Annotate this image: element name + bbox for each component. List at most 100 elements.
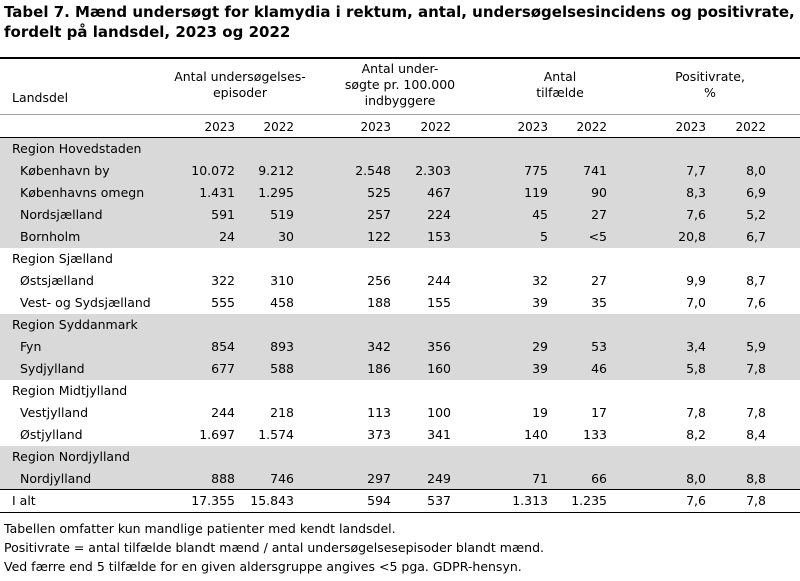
footnote: Tabellen omfatter kun mandlige patienter… bbox=[4, 521, 396, 536]
cell-value: 3,4 bbox=[686, 339, 706, 354]
cell-value: 7,6 bbox=[746, 295, 766, 310]
table-row: Nordjylland 888 746 297 249 71 66 8,0 8,8 bbox=[0, 468, 800, 490]
cell-value: 27 bbox=[591, 207, 607, 222]
cell-value: 7,6 bbox=[686, 493, 706, 508]
region-row: Region Hovedstaden bbox=[0, 138, 800, 160]
cell-value: 27 bbox=[591, 273, 607, 288]
cell-value: 9,9 bbox=[686, 273, 706, 288]
table-row: Københavns omegn 1.431 1.295 525 467 119 90 8,3… bbox=[0, 182, 800, 204]
cell-value: 7,7 bbox=[686, 163, 706, 178]
cell-value: 7,8 bbox=[746, 361, 766, 376]
cell-value: 356 bbox=[427, 339, 451, 354]
table-row: Bornholm 24 30 122 153 5 <5 20,8 6,7 bbox=[0, 226, 800, 248]
cell-value: 2.548 bbox=[355, 163, 391, 178]
cell-value: 775 bbox=[524, 163, 548, 178]
cell-value: 19 bbox=[532, 405, 548, 420]
row-label: Nordjylland bbox=[20, 471, 92, 486]
cell-value: 7,8 bbox=[746, 405, 766, 420]
cell-value: 8,3 bbox=[686, 185, 706, 200]
top-rule bbox=[0, 57, 800, 59]
cell-value: 588 bbox=[270, 361, 294, 376]
row-label: Region Hovedstaden bbox=[12, 141, 142, 156]
cell-value: 467 bbox=[427, 185, 451, 200]
table-row: Vest- og Sydsjælland 555 458 188 155 39 35 7,0 7… bbox=[0, 292, 800, 314]
cell-value: 46 bbox=[591, 361, 607, 376]
cell-value: 39 bbox=[532, 295, 548, 310]
cell-value: 1.431 bbox=[199, 185, 235, 200]
cell-value: 224 bbox=[427, 207, 451, 222]
row-label: Østsjælland bbox=[20, 273, 94, 288]
row-label: Nordsjælland bbox=[20, 207, 103, 222]
cell-value: 32 bbox=[532, 273, 548, 288]
region-band bbox=[0, 446, 800, 490]
row-label: Fyn bbox=[20, 339, 42, 354]
region-band bbox=[0, 138, 800, 248]
cell-value: 188 bbox=[367, 295, 391, 310]
cell-value: 20,8 bbox=[678, 229, 706, 244]
cell-value: 5,2 bbox=[746, 207, 766, 222]
cell-value: 113 bbox=[367, 405, 391, 420]
row-label: Region Nordjylland bbox=[12, 449, 130, 464]
row-label: Region Syddanmark bbox=[12, 317, 138, 332]
cell-value: 458 bbox=[270, 295, 294, 310]
cell-value: 66 bbox=[591, 471, 607, 486]
cell-value: 297 bbox=[367, 471, 391, 486]
table-row: Sydjylland 677 588 186 160 39 46 5,8 7,8 bbox=[0, 358, 800, 380]
header-incidence: Antal under- søgte pr. 100.000 indbygger… bbox=[344, 61, 456, 108]
cell-value: 741 bbox=[583, 163, 607, 178]
cell-value: 888 bbox=[211, 471, 235, 486]
cell-value: 71 bbox=[532, 471, 548, 486]
table-row: Østjylland 1.697 1.574 373 341 140 133 8,2 8,4 bbox=[0, 424, 800, 446]
cell-value: 525 bbox=[367, 185, 391, 200]
cell-value: 2.303 bbox=[415, 163, 451, 178]
cell-value: 53 bbox=[591, 339, 607, 354]
cell-value: 7,8 bbox=[686, 405, 706, 420]
row-label: Vestjylland bbox=[20, 405, 89, 420]
cell-value: 677 bbox=[211, 361, 235, 376]
total-row: I alt 17.355 15.843 594 537 1.313 1.235 7,6 7,8 bbox=[0, 490, 800, 512]
cell-value: 30 bbox=[278, 229, 294, 244]
cell-value: 35 bbox=[591, 295, 607, 310]
cell-value: 29 bbox=[532, 339, 548, 354]
cell-value: 257 bbox=[367, 207, 391, 222]
cell-value: 10.072 bbox=[191, 163, 235, 178]
cell-value: 256 bbox=[367, 273, 391, 288]
year-header-cell: 2022 bbox=[735, 120, 766, 134]
cell-value: 7,8 bbox=[746, 493, 766, 508]
cell-value: 218 bbox=[270, 405, 294, 420]
header-episodes: Antal undersøgelses- episoder bbox=[174, 69, 306, 100]
cell-value: 133 bbox=[583, 427, 607, 442]
header-positivrate: Positivrate, % bbox=[675, 69, 745, 100]
cell-value: 24 bbox=[219, 229, 235, 244]
row-label: Københavns omegn bbox=[20, 185, 145, 200]
region-row: Region Nordjylland bbox=[0, 446, 800, 468]
table-row: København by 10.072 9.212 2.548 2.303 775 741 7… bbox=[0, 160, 800, 182]
cell-value: 15.843 bbox=[250, 493, 294, 508]
cell-value: 244 bbox=[211, 405, 235, 420]
footnote: Ved færre end 5 tilfælde for en given al… bbox=[4, 559, 522, 574]
cell-value: 1.235 bbox=[571, 493, 607, 508]
year-header-cell: 2023 bbox=[360, 120, 391, 134]
table-row: Østsjælland 322 310 256 244 32 27 9,9 8,7 bbox=[0, 270, 800, 292]
year-header-cell: 2023 bbox=[675, 120, 706, 134]
cell-value: 5,9 bbox=[746, 339, 766, 354]
cell-value: 322 bbox=[211, 273, 235, 288]
cell-value: 746 bbox=[270, 471, 294, 486]
cell-value: 249 bbox=[427, 471, 451, 486]
row-label: Sydjylland bbox=[20, 361, 85, 376]
cell-value: 591 bbox=[211, 207, 235, 222]
cell-value: 341 bbox=[427, 427, 451, 442]
cell-value: 854 bbox=[211, 339, 235, 354]
year-header-cell: 2022 bbox=[576, 120, 607, 134]
table-row: Fyn 854 893 342 356 29 53 3,4 5,9 bbox=[0, 336, 800, 358]
cell-value: 8,0 bbox=[686, 471, 706, 486]
cell-value: 1.313 bbox=[512, 493, 548, 508]
cell-value: 594 bbox=[367, 493, 391, 508]
row-label: Region Midtjylland bbox=[12, 383, 128, 398]
cell-value: 5,8 bbox=[686, 361, 706, 376]
cell-value: 9.212 bbox=[258, 163, 294, 178]
cell-value: 8,0 bbox=[746, 163, 766, 178]
cell-value: 8,4 bbox=[746, 427, 766, 442]
row-label: Østjylland bbox=[20, 427, 83, 442]
table-row: Nordsjælland 591 519 257 224 45 27 7,6 5,2 bbox=[0, 204, 800, 226]
